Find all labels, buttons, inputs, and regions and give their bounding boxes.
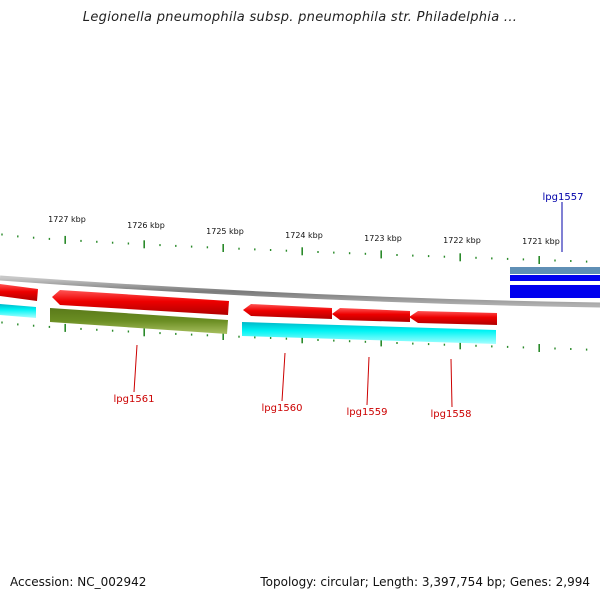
gene-feature-forward[interactable] (52, 290, 229, 315)
gene-feature-reverse[interactable] (0, 304, 36, 318)
gene-callout-line (133, 344, 138, 393)
gene-callout-line (281, 352, 286, 402)
tick-label: 1726 kbp (127, 221, 165, 230)
gene-feature-forward[interactable] (510, 275, 600, 281)
genome-backbone (0, 275, 600, 308)
gene-feature-forward[interactable] (510, 285, 600, 298)
accession-text: Accession: NC_002942 (10, 575, 147, 589)
tick-label: 1725 kbp (206, 227, 244, 236)
tick-track-bottom (1, 321, 588, 352)
gene-label-lpg1561[interactable]: lpg1561 (114, 394, 155, 405)
gene-feature-forward[interactable] (332, 308, 410, 322)
gene-feature-forward[interactable] (243, 304, 332, 319)
gene-feature-forward[interactable] (409, 311, 497, 325)
genome-summary-text: Topology: circular; Length: 3,397,754 bp… (260, 575, 590, 589)
gene-callout-line (366, 356, 370, 406)
gene-feature-reverse[interactable] (242, 322, 496, 344)
tick-track-top (1, 233, 588, 264)
tick-label: 1721 kbp (522, 237, 560, 246)
gene-feature-reverse[interactable] (50, 308, 228, 334)
gene-callout-line (450, 358, 453, 408)
gene-label-lpg1558[interactable]: lpg1558 (431, 409, 472, 420)
gene-feature-forward[interactable] (0, 284, 38, 301)
tick-label: 1722 kbp (443, 236, 481, 245)
tick-label: 1727 kbp (48, 215, 86, 224)
gene-feature-forward[interactable] (510, 267, 600, 274)
map-title: Legionella pneumophila subsp. pneumophil… (82, 10, 518, 25)
gene-label-lpg1559[interactable]: lpg1559 (347, 407, 388, 418)
tick-label: 1724 kbp (285, 231, 323, 240)
gene-label-lpg1560[interactable]: lpg1560 (262, 403, 303, 414)
tick-label: 1723 kbp (364, 234, 402, 243)
gene-label-lpg1557[interactable]: lpg1557 (543, 192, 584, 203)
